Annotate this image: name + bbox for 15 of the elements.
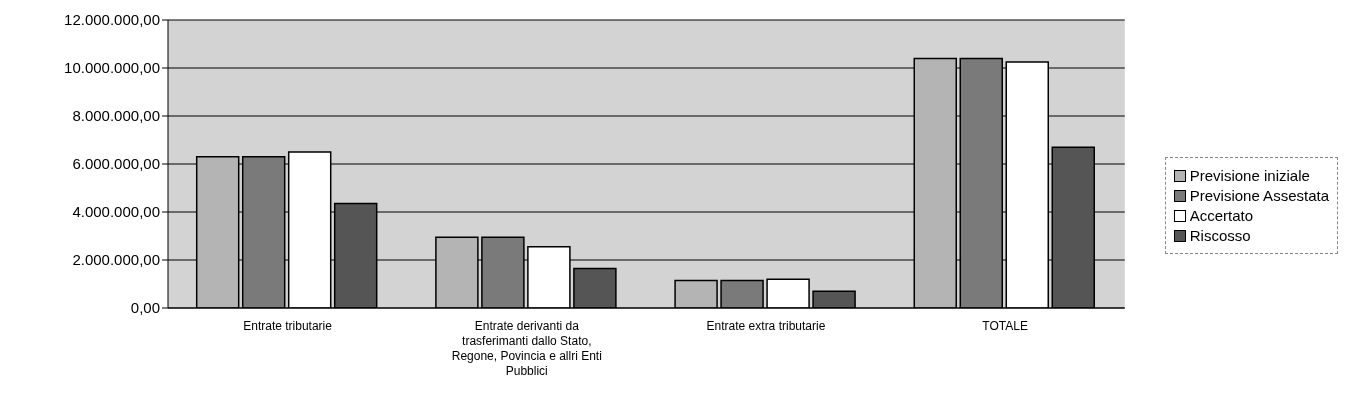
legend-label: Riscosso — [1188, 227, 1252, 244]
y-tick-label: 10.000.000,00 — [64, 59, 160, 77]
x-tick-label: TOTALE — [982, 319, 1028, 333]
y-tick-label: 2.000.000,00 — [72, 251, 160, 269]
x-tick-label: Entrate derivanti da trasferimanti dallo Stato, Regone, Povincia e allri Enti Pubblici — [451, 319, 602, 378]
y-tick-label: 0,00 — [130, 299, 160, 317]
legend-label: Previsione iniziale — [1188, 167, 1311, 184]
y-tick-label: 4.000.000,00 — [72, 203, 160, 221]
x-tick-label: Entrate tributarie — [243, 319, 333, 333]
y-tick-label: 8.000.000,00 — [72, 107, 160, 125]
y-tick-label: 6.000.000,00 — [72, 155, 160, 173]
legend-label: Accertato — [1188, 207, 1255, 224]
y-tick-label: 12.000.000,00 — [64, 11, 160, 29]
legend-label: Previsione Assestata — [1188, 187, 1329, 204]
x-tick-label: Entrate extra tributarie — [706, 319, 826, 333]
